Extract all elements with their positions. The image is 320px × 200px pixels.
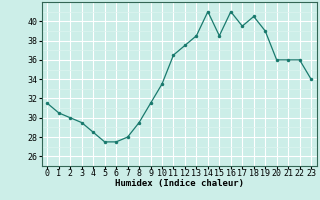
X-axis label: Humidex (Indice chaleur): Humidex (Indice chaleur): [115, 179, 244, 188]
